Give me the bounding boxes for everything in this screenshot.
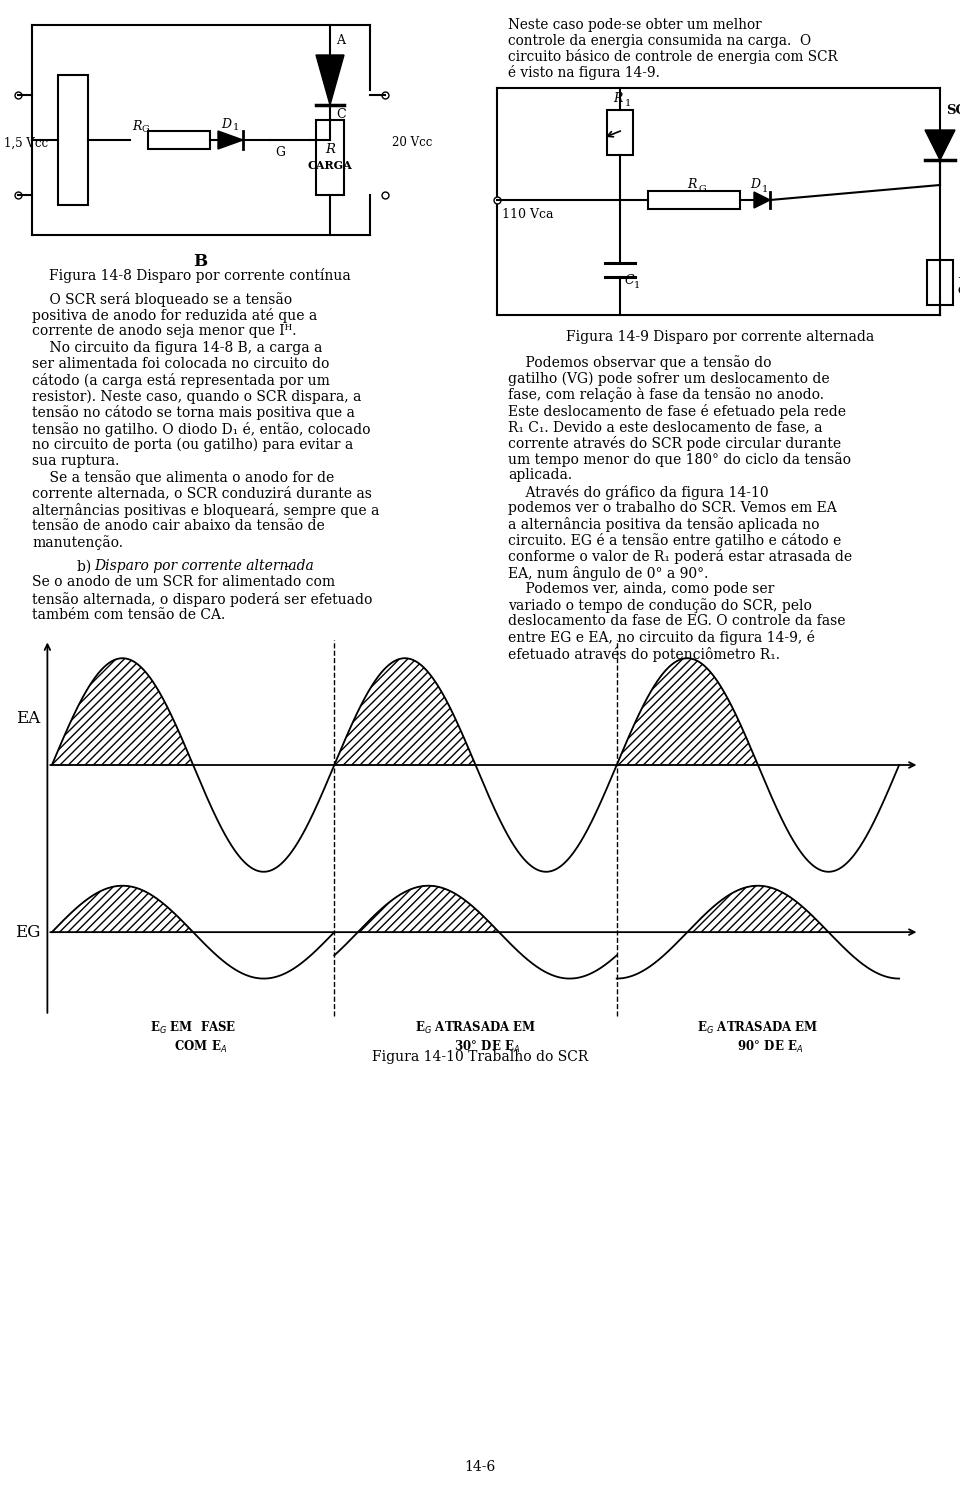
- Bar: [148, 131, 210, 149]
- Text: b): b): [77, 559, 96, 573]
- Text: 14-6: 14-6: [465, 1460, 495, 1475]
- Text: deslocamento da fase de EG. O controle da fase: deslocamento da fase de EG. O controle d…: [508, 615, 846, 628]
- Bar: [316, 121, 344, 195]
- Text: efetuado através do potenciômetro R₁.: efetuado através do potenciômetro R₁.: [508, 647, 780, 662]
- Text: EA, num ângulo de 0° a 90°.: EA, num ângulo de 0° a 90°.: [508, 565, 708, 580]
- Text: R: R: [613, 91, 623, 104]
- Text: EA: EA: [16, 710, 40, 728]
- Text: 1: 1: [233, 124, 239, 132]
- Text: resistor). Neste caso, quando o SCR dispara, a: resistor). Neste caso, quando o SCR disp…: [32, 390, 361, 403]
- Bar: [927, 260, 953, 305]
- Text: E$_G$ ATRASADA EM
      30° DE E$_A$: E$_G$ ATRASADA EM 30° DE E$_A$: [415, 1021, 536, 1055]
- Text: EG: EG: [15, 924, 40, 940]
- Text: Neste caso pode-se obter um melhor: Neste caso pode-se obter um melhor: [508, 18, 761, 33]
- Text: Através do gráfico da figura 14-10: Através do gráfico da figura 14-10: [508, 485, 769, 500]
- Text: Disparo por corrente alternada: Disparo por corrente alternada: [94, 559, 314, 573]
- Text: corrente através do SCR pode circular durante: corrente através do SCR pode circular du…: [508, 436, 841, 451]
- Text: ser alimentada foi colocada no circuito do: ser alimentada foi colocada no circuito …: [32, 357, 329, 371]
- Text: Este deslocamento de fase é efetuado pela rede: Este deslocamento de fase é efetuado pel…: [508, 403, 846, 418]
- Text: Podemos ver, ainda, como pode ser: Podemos ver, ainda, como pode ser: [508, 582, 775, 595]
- Text: 20 Vcc: 20 Vcc: [392, 137, 432, 149]
- Text: entre EG e EA, no circuito da figura 14-9, é: entre EG e EA, no circuito da figura 14-…: [508, 631, 815, 646]
- Text: CARGA: CARGA: [307, 161, 352, 171]
- Text: manutenção.: manutenção.: [32, 536, 123, 551]
- Text: C: C: [625, 274, 635, 287]
- Text: podemos ver o trabalho do SCR. Vemos em EA: podemos ver o trabalho do SCR. Vemos em …: [508, 501, 837, 515]
- Text: Podemos observar que a tensão do: Podemos observar que a tensão do: [508, 356, 772, 371]
- Text: gatilho (VG) pode sofrer um deslocamento de: gatilho (VG) pode sofrer um deslocamento…: [508, 371, 829, 385]
- Polygon shape: [316, 55, 344, 106]
- Text: circuito. EG é a tensão entre gatilho e cátodo e: circuito. EG é a tensão entre gatilho e …: [508, 533, 841, 548]
- Text: um tempo menor do que 180° do ciclo da tensão: um tempo menor do que 180° do ciclo da t…: [508, 452, 851, 467]
- Text: positiva de anodo for reduzida até que a: positiva de anodo for reduzida até que a: [32, 308, 317, 323]
- Text: tensão de anodo cair abaixo da tensão de: tensão de anodo cair abaixo da tensão de: [32, 519, 324, 533]
- Text: 1: 1: [762, 185, 768, 193]
- Text: R: R: [687, 179, 697, 192]
- Text: corrente alternada, o SCR conduzirá durante as: corrente alternada, o SCR conduzirá dura…: [32, 487, 372, 500]
- Text: variado o tempo de condução do SCR, pelo: variado o tempo de condução do SCR, pelo: [508, 598, 812, 613]
- Text: 1,5 Vcc: 1,5 Vcc: [4, 137, 48, 149]
- Text: tensão no gatilho. O diodo D₁ é, então, colocado: tensão no gatilho. O diodo D₁ é, então, …: [32, 421, 371, 436]
- Text: D: D: [750, 179, 760, 192]
- Text: E$_G$ ATRASADA EM
      90° DE E$_A$: E$_G$ ATRASADA EM 90° DE E$_A$: [697, 1021, 819, 1055]
- Text: 110 Vca: 110 Vca: [502, 208, 554, 222]
- Text: A: A: [336, 34, 345, 46]
- Text: a alternância positiva da tensão aplicada no: a alternância positiva da tensão aplicad…: [508, 516, 820, 533]
- Polygon shape: [754, 192, 770, 208]
- Text: G: G: [141, 125, 149, 134]
- Text: Se o anodo de um SCR for alimentado com: Se o anodo de um SCR for alimentado com: [32, 576, 335, 589]
- Text: corrente de anodo seja menor que Iᴴ.: corrente de anodo seja menor que Iᴴ.: [32, 324, 297, 338]
- Text: conforme o valor de R₁ poderá estar atrasada de: conforme o valor de R₁ poderá estar atra…: [508, 549, 852, 564]
- Text: SCR: SCR: [946, 104, 960, 116]
- Bar: [648, 190, 740, 208]
- Text: Se a tensão que alimenta o anodo for de: Se a tensão que alimenta o anodo for de: [32, 470, 334, 485]
- Text: No circuito da figura 14-8 B, a carga a: No circuito da figura 14-8 B, a carga a: [32, 341, 323, 354]
- Text: Figura 14-9 Disparo por corrente alternada: Figura 14-9 Disparo por corrente alterna…: [565, 330, 875, 344]
- Text: G: G: [698, 186, 706, 195]
- Polygon shape: [218, 131, 243, 149]
- Text: R: R: [958, 268, 960, 281]
- Text: fase, com relação à fase da tensão no anodo.: fase, com relação à fase da tensão no an…: [508, 387, 824, 402]
- Text: tensão alternada, o disparo poderá ser efetuado: tensão alternada, o disparo poderá ser e…: [32, 592, 372, 607]
- Text: R: R: [132, 119, 141, 132]
- Text: circuito básico de controle de energia com SCR: circuito básico de controle de energia c…: [508, 49, 838, 64]
- Polygon shape: [925, 129, 955, 161]
- Text: tensão no cátodo se torna mais positiva que a: tensão no cátodo se torna mais positiva …: [32, 405, 355, 421]
- Text: –: –: [280, 559, 292, 573]
- Text: Figura 14-8 Disparo por corrente contínua: Figura 14-8 Disparo por corrente contínu…: [49, 268, 350, 283]
- Text: é visto na figura 14-9.: é visto na figura 14-9.: [508, 64, 660, 79]
- Text: G: G: [275, 146, 285, 159]
- Text: B: B: [193, 253, 207, 269]
- Text: alternâncias positivas e bloqueará, sempre que a: alternâncias positivas e bloqueará, semp…: [32, 503, 379, 518]
- Bar: [607, 110, 633, 155]
- Text: no circuito de porta (ou gatilho) para evitar a: no circuito de porta (ou gatilho) para e…: [32, 437, 353, 452]
- Text: D: D: [221, 118, 231, 131]
- Text: Figura 14-10 Trabalho do SCR: Figura 14-10 Trabalho do SCR: [372, 1051, 588, 1064]
- Text: cátodo (a carga está representada por um: cátodo (a carga está representada por um: [32, 373, 330, 388]
- Bar: [58, 74, 88, 205]
- Text: controle da energia consumida na carga.  O: controle da energia consumida na carga. …: [508, 34, 811, 48]
- Text: também com tensão de CA.: também com tensão de CA.: [32, 607, 226, 622]
- Text: sua ruptura.: sua ruptura.: [32, 454, 119, 469]
- Text: R₁ C₁. Devido a este deslocamento de fase, a: R₁ C₁. Devido a este deslocamento de fas…: [508, 420, 823, 434]
- Text: 1: 1: [634, 281, 640, 290]
- Text: R: R: [325, 143, 335, 156]
- Text: E$_G$ EM  FASE
    COM E$_A$: E$_G$ EM FASE COM E$_A$: [150, 1021, 236, 1055]
- Text: O SCR será bloqueado se a tensão: O SCR será bloqueado se a tensão: [32, 292, 292, 307]
- Text: 1: 1: [625, 98, 631, 107]
- Text: C: C: [336, 109, 346, 122]
- Text: aplicada.: aplicada.: [508, 469, 572, 482]
- Text: CARGA: CARGA: [958, 286, 960, 296]
